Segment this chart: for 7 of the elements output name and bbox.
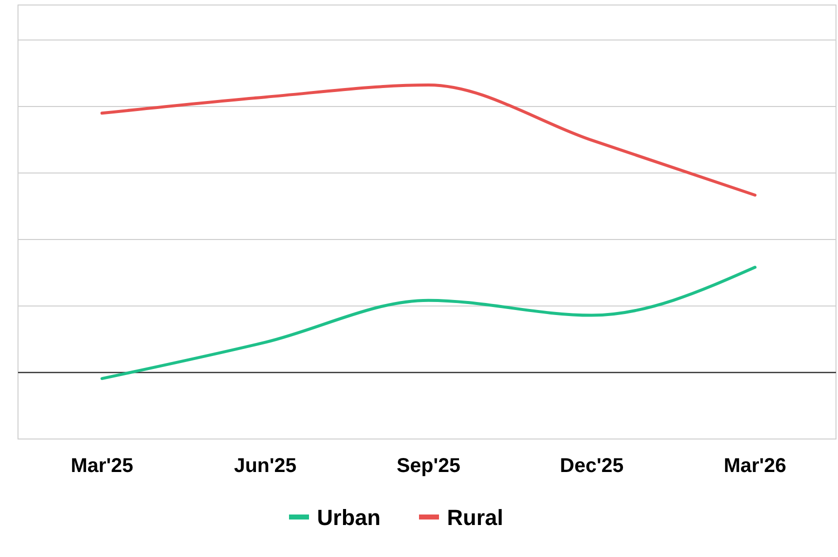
x-tick-label: Sep'25: [396, 455, 460, 477]
x-tick-label: Dec'25: [560, 455, 624, 477]
x-tick-label: Mar'26: [724, 455, 786, 477]
legend-label: Rural: [447, 505, 504, 530]
x-tick-label: Jun'25: [234, 455, 297, 477]
x-tick-label: Mar'25: [70, 455, 134, 477]
legend-label: Urban: [317, 505, 381, 530]
